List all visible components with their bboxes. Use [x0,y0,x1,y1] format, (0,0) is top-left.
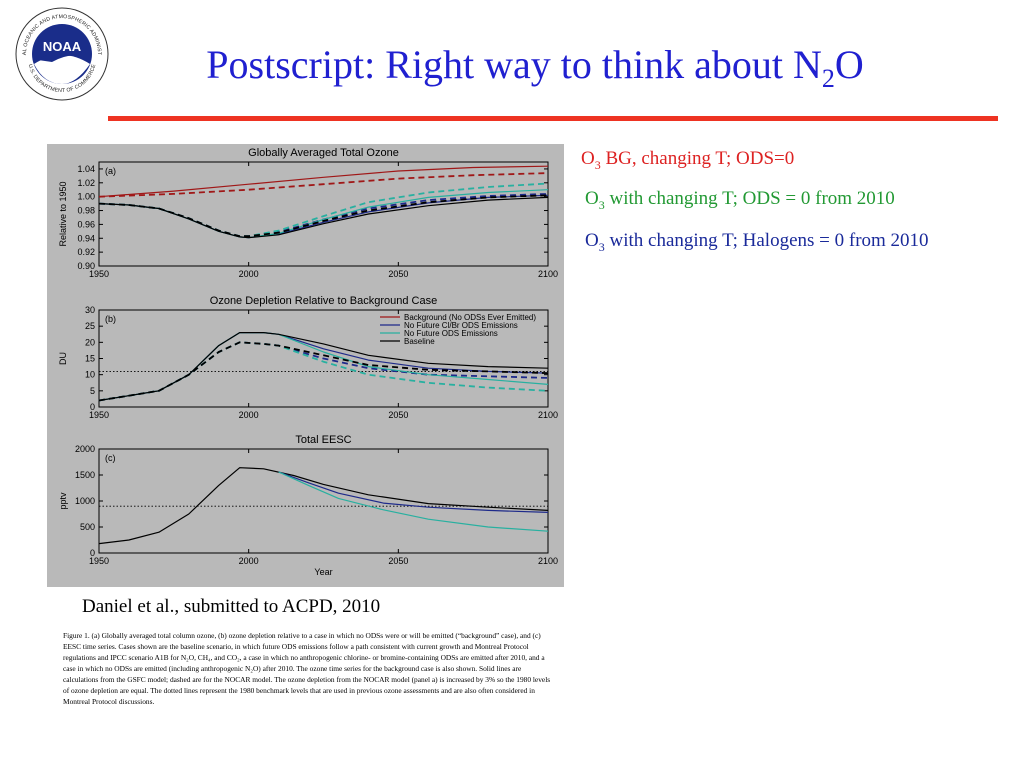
logo-wordmark: NOAA [43,39,82,54]
panel-label: (b) [105,314,116,324]
y-tick-label: 5 [90,386,95,396]
plot-frame [98,161,549,267]
legend-label: No Future ODS Emissions [404,329,498,338]
y-tick-label: 10 [85,370,95,380]
x-tick-label: 2100 [538,269,558,279]
y-tick-label: 0.90 [77,261,95,271]
noaa-logo: NOAA NATIONAL OCEANIC AND ATMOSPHERIC AD… [14,6,109,101]
panel-label: (a) [105,166,116,176]
plot-frame [98,448,549,554]
x-tick-label: 2000 [239,410,259,420]
chart-title: Total EESC [295,434,351,446]
series-line-baseline-solid [98,467,549,545]
x-tick-label: 1950 [89,556,109,566]
y-tick-label: 0.92 [77,247,95,257]
y-tick-label: 1500 [75,470,95,480]
note-ods-zero: O3 with changing T; ODS = 0 from 2010 [585,188,895,212]
note-halogens-zero: O3 with changing T; Halogens = 0 from 20… [585,230,929,254]
y-tick-label: 30 [85,305,95,315]
series-line-no-future-cl-br-ods-emissions-solid [278,471,549,513]
series-line-baseline-dashed [98,194,549,238]
y-tick-label: 500 [80,522,95,532]
figure-caption: Figure 1. (a) Globally averaged total co… [63,631,551,706]
slide-title: Postscript: Right way to think about N2O [120,40,950,104]
y-tick-label: 1.02 [77,178,95,188]
x-tick-label: 2000 [239,269,259,279]
y-tick-label: 0.96 [77,219,95,229]
x-tick-label: 2100 [538,556,558,566]
legend-label: Background (No ODSs Ever Emitted) [404,313,536,322]
y-axis-label: pptv [58,492,68,510]
y-tick-label: 1.04 [77,164,95,174]
x-tick-label: 2050 [388,410,408,420]
series-line-baseline-solid [98,332,549,402]
y-tick-label: 25 [85,321,95,331]
x-tick-label: 2050 [388,556,408,566]
note-background: O3 BG, changing T; ODS=0 [581,148,795,172]
x-axis-label: Year [314,567,332,577]
y-axis-label: Relative to 1950 [58,181,68,246]
title-subscript: 2 [821,64,835,93]
chart-title: Globally Averaged Total Ozone [248,147,399,159]
series-line-baseline-solid [98,196,549,239]
series-line-background-no-odss-ever-emitted-solid [98,165,549,198]
title-main: Postscript: Right way to think about N [206,42,822,87]
y-tick-label: 15 [85,354,95,364]
chart-title: Ozone Depletion Relative to Background C… [210,295,437,307]
figure-panel: Globally Averaged Total Ozone (a) 0.90 0.92… [47,144,564,587]
y-tick-label: 0 [90,548,95,558]
title-end: O [834,42,864,87]
legend-label: No Future Cl/Br ODS Emissions [404,321,518,330]
series-line-background-no-odss-ever-emitted-dashed [98,172,549,198]
figure-svg: Globally Averaged Total Ozone (a) 0.90 0.92… [58,147,558,577]
panel-label: (c) [105,453,116,463]
citation: Daniel et al., submitted to ACPD, 2010 [82,596,381,617]
x-tick-label: 2050 [388,269,408,279]
x-tick-label: 1950 [89,410,109,420]
y-tick-label: 0.98 [77,206,95,216]
y-tick-label: 1000 [75,496,95,506]
title-divider [108,116,998,121]
y-tick-label: 0.94 [77,233,95,243]
y-axis-label: DU [58,352,68,365]
y-tick-label: 2000 [75,444,95,454]
y-tick-label: 1.00 [77,192,95,202]
x-tick-label: 2000 [239,556,259,566]
x-tick-label: 1950 [89,269,109,279]
x-tick-label: 2100 [538,410,558,420]
legend-label: Baseline [404,337,435,346]
y-tick-label: 0 [90,402,95,412]
series-line-no-future-ods-emissions-solid [278,471,549,532]
y-tick-label: 20 [85,337,95,347]
